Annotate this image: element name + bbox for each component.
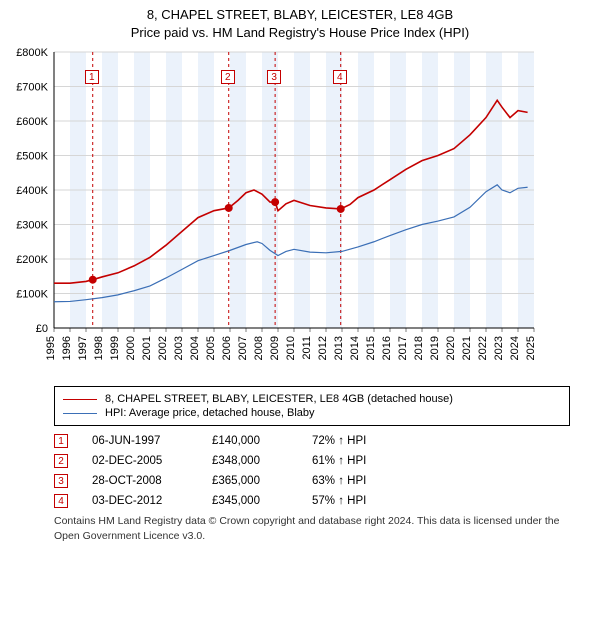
transaction-marker: 3 xyxy=(54,474,68,488)
svg-text:£200K: £200K xyxy=(16,254,48,266)
title-line2: Price paid vs. HM Land Registry's House … xyxy=(10,24,590,42)
svg-text:2017: 2017 xyxy=(397,336,409,360)
sale-marker-4: 4 xyxy=(333,70,347,84)
svg-text:£700K: £700K xyxy=(16,82,48,94)
legend-item: 8, CHAPEL STREET, BLABY, LEICESTER, LE8 … xyxy=(63,393,561,405)
sale-marker-2: 2 xyxy=(221,70,235,84)
svg-text:2004: 2004 xyxy=(189,336,201,360)
svg-text:2023: 2023 xyxy=(493,336,505,360)
svg-text:2011: 2011 xyxy=(301,336,313,360)
svg-text:2019: 2019 xyxy=(429,336,441,360)
transaction-marker: 4 xyxy=(54,494,68,508)
svg-text:2008: 2008 xyxy=(253,336,265,360)
legend: 8, CHAPEL STREET, BLABY, LEICESTER, LE8 … xyxy=(54,386,570,426)
legend-label: HPI: Average price, detached house, Blab… xyxy=(105,407,315,419)
svg-text:2010: 2010 xyxy=(285,336,297,360)
transaction-date: 06-JUN-1997 xyxy=(92,435,212,447)
transaction-pct: 61% ↑ HPI xyxy=(312,455,412,467)
svg-text:2022: 2022 xyxy=(477,336,489,360)
svg-text:£500K: £500K xyxy=(16,151,48,163)
svg-text:2007: 2007 xyxy=(237,336,249,360)
transaction-price: £345,000 xyxy=(212,495,312,507)
svg-text:2016: 2016 xyxy=(381,336,393,360)
transaction-marker: 2 xyxy=(54,454,68,468)
legend-item: HPI: Average price, detached house, Blab… xyxy=(63,407,561,419)
transaction-date: 28-OCT-2008 xyxy=(92,475,212,487)
svg-text:2021: 2021 xyxy=(461,336,473,360)
svg-text:2006: 2006 xyxy=(221,336,233,360)
svg-text:2001: 2001 xyxy=(141,336,153,360)
sale-marker-1: 1 xyxy=(85,70,99,84)
transaction-pct: 57% ↑ HPI xyxy=(312,495,412,507)
svg-text:£0: £0 xyxy=(36,323,48,335)
transaction-row: 2 02-DEC-2005£348,00061% ↑ HPI xyxy=(54,454,570,468)
transaction-row: 1 06-JUN-1997£140,00072% ↑ HPI xyxy=(54,434,570,448)
svg-text:£400K: £400K xyxy=(16,185,48,197)
legend-label: 8, CHAPEL STREET, BLABY, LEICESTER, LE8 … xyxy=(105,393,453,405)
svg-text:2012: 2012 xyxy=(317,336,329,360)
legend-swatch xyxy=(63,413,97,414)
chart-title: 8, CHAPEL STREET, BLABY, LEICESTER, LE8 … xyxy=(10,6,590,42)
svg-text:1997: 1997 xyxy=(77,336,89,360)
transaction-price: £348,000 xyxy=(212,455,312,467)
transaction-price: £365,000 xyxy=(212,475,312,487)
svg-text:1999: 1999 xyxy=(109,336,121,360)
line-chart-svg: £0 £100K £200K £300K £400K £500K £600K £700K £80… xyxy=(10,46,548,376)
transaction-date: 03-DEC-2012 xyxy=(92,495,212,507)
transaction-pct: 72% ↑ HPI xyxy=(312,435,412,447)
svg-text:2025: 2025 xyxy=(525,336,537,360)
transaction-marker: 1 xyxy=(54,434,68,448)
footnote: Contains HM Land Registry data © Crown c… xyxy=(54,514,570,542)
svg-text:2018: 2018 xyxy=(413,336,425,360)
svg-text:2015: 2015 xyxy=(365,336,377,360)
svg-text:2014: 2014 xyxy=(349,336,361,360)
transaction-pct: 63% ↑ HPI xyxy=(312,475,412,487)
svg-text:2002: 2002 xyxy=(157,336,169,360)
transaction-row: 3 28-OCT-2008£365,00063% ↑ HPI xyxy=(54,474,570,488)
svg-text:£600K: £600K xyxy=(16,116,48,128)
svg-text:£300K: £300K xyxy=(16,220,48,232)
svg-text:1995: 1995 xyxy=(45,336,57,360)
chart-area: £0 £100K £200K £300K £400K £500K £600K £700K £80… xyxy=(10,46,590,376)
transaction-date: 02-DEC-2005 xyxy=(92,455,212,467)
title-line1: 8, CHAPEL STREET, BLABY, LEICESTER, LE8 … xyxy=(10,6,590,24)
svg-text:2003: 2003 xyxy=(173,336,185,360)
svg-text:2005: 2005 xyxy=(205,336,217,360)
svg-text:1996: 1996 xyxy=(61,336,73,360)
transaction-price: £140,000 xyxy=(212,435,312,447)
transaction-row: 4 03-DEC-2012£345,00057% ↑ HPI xyxy=(54,494,570,508)
svg-text:£800K: £800K xyxy=(16,47,48,59)
svg-text:£100K: £100K xyxy=(16,289,48,301)
svg-text:2020: 2020 xyxy=(445,336,457,360)
svg-text:2009: 2009 xyxy=(269,336,281,360)
transactions-table: 1 06-JUN-1997£140,00072% ↑ HPI 2 02-DEC-200… xyxy=(54,434,570,508)
svg-text:2013: 2013 xyxy=(333,336,345,360)
svg-text:1998: 1998 xyxy=(93,336,105,360)
legend-swatch xyxy=(63,399,97,400)
svg-text:2024: 2024 xyxy=(509,336,521,360)
svg-text:2000: 2000 xyxy=(125,336,137,360)
sale-marker-3: 3 xyxy=(267,70,281,84)
